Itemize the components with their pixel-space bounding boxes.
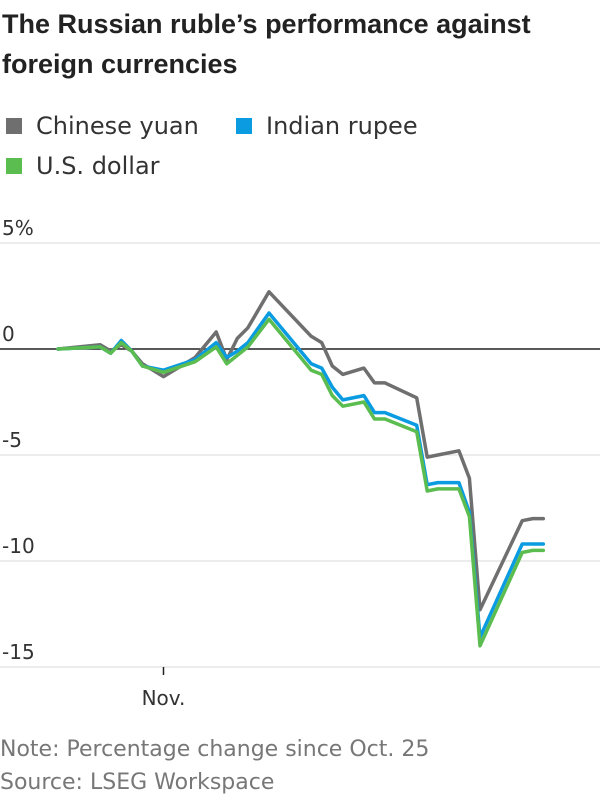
chart-source: Source: LSEG Workspace xyxy=(0,770,275,795)
y-tick-label-1: 0 xyxy=(2,322,15,346)
y-tick-label-4: -15 xyxy=(2,640,35,664)
legend-item-us-dollar: U.S. dollar xyxy=(6,152,160,180)
x-tick-label-0: Nov. xyxy=(142,686,186,710)
y-tick-label-2: -5 xyxy=(2,428,22,452)
y-tick-label-3: -10 xyxy=(2,534,35,558)
legend-swatch-chinese-yuan xyxy=(6,118,22,134)
legend-label-indian-rupee: Indian rupee xyxy=(266,112,418,140)
legend-swatch-indian-rupee xyxy=(236,118,252,134)
legend-swatch-us-dollar xyxy=(6,158,22,174)
series-line-u-s-dollar xyxy=(56,317,546,648)
y-tick-label-0: 5% xyxy=(2,216,34,240)
legend-label-chinese-yuan: Chinese yuan xyxy=(36,112,199,140)
line-chart: 5% 0 -5 -10 -15 Nov. xyxy=(0,216,600,710)
legend-item-indian-rupee: Indian rupee xyxy=(236,112,418,140)
series-line-indian-rupee xyxy=(56,311,546,640)
chart-note: Note: Percentage change since Oct. 25 xyxy=(0,737,430,762)
legend-label-us-dollar: U.S. dollar xyxy=(36,152,160,180)
series-line-chinese-yuan xyxy=(56,290,546,612)
chart-title: The Russian ruble’s performance against … xyxy=(2,9,531,79)
legend-item-chinese-yuan: Chinese yuan xyxy=(6,112,199,140)
